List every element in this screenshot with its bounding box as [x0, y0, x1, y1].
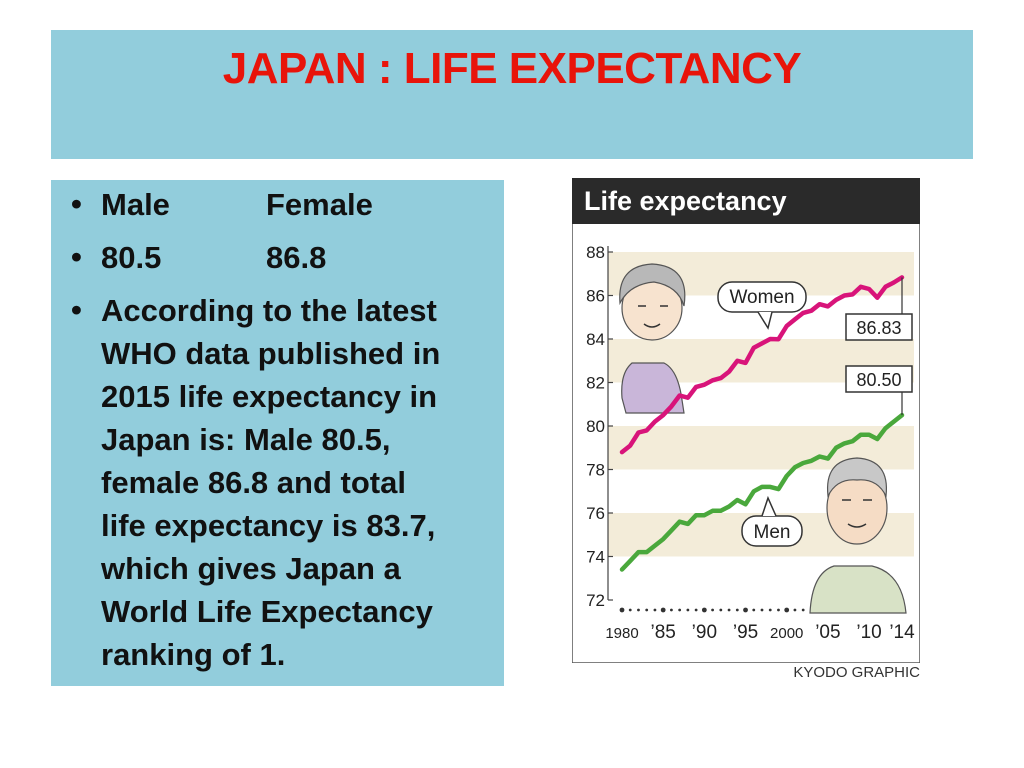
x-dot: [660, 607, 666, 613]
x-tick-label: ’10: [856, 622, 881, 643]
x-tick-label: ’95: [733, 622, 758, 643]
series-line-men: [619, 412, 905, 572]
x-dot: [752, 608, 756, 612]
x-dot: [694, 608, 698, 612]
paragraph-line: WHO data published in: [101, 336, 441, 371]
x-dot: [760, 608, 764, 612]
women-end-value: 86.83: [856, 318, 901, 338]
men-end-value: 80.50: [856, 370, 901, 390]
x-tick-label: ’05: [815, 622, 840, 643]
y-tick-label: 78: [586, 461, 605, 480]
women-callout-pointer: [757, 311, 773, 330]
x-dot: [719, 608, 723, 612]
y-tick-label: 84: [586, 330, 605, 349]
x-dot: [653, 608, 657, 612]
x-dot: [793, 608, 797, 612]
x-tick-label: ’85: [650, 622, 675, 643]
y-tick-label: 86: [586, 287, 605, 306]
series-lines: [619, 275, 905, 572]
x-dot: [777, 608, 780, 612]
x-tick-label: ’14: [889, 622, 915, 643]
bullet-female-value: 86.8: [266, 240, 327, 275]
x-dot: [645, 608, 649, 612]
bullet-1-marker: •: [71, 186, 82, 221]
men-end-label: 80.50: [845, 365, 913, 393]
bullet-female-header: Female: [266, 187, 373, 222]
slide-title: JAPAN : LIFE EXPECTANCY: [222, 44, 802, 93]
chart-header: [572, 178, 920, 224]
x-dot: [628, 608, 632, 612]
chart-credit: KYODO GRAPHIC: [793, 664, 920, 681]
title-bar: JAPAN : LIFE EXPECTANCY: [51, 30, 973, 159]
x-dot: [768, 608, 772, 612]
x-tick-label: 2000: [770, 625, 803, 642]
life-expectancy-chart: Life expectancy 72 74 76 78 80 82 84 86 88 1980 ’…: [571, 177, 921, 664]
paragraph-line: 2015 life expectancy in: [101, 379, 438, 414]
women-end-box: [845, 313, 913, 341]
y-axis: 72 74 76 78 80 82 84 86 88: [586, 243, 613, 610]
x-dot: [637, 608, 640, 612]
x-dot: [711, 608, 714, 612]
men-callout: Men: [741, 495, 803, 547]
bullet-male-value: 80.5: [101, 240, 162, 275]
man-illustration: [809, 457, 907, 614]
y-tick-label: 74: [586, 548, 605, 567]
paragraph-line: According to the latest: [101, 293, 437, 328]
x-dot: [784, 607, 790, 613]
men-end-box: [845, 365, 913, 393]
bullet-3-marker: •: [71, 292, 82, 327]
x-dot: [701, 607, 707, 613]
x-dot: [678, 608, 682, 612]
man-body: [809, 565, 907, 614]
bullet-male-header: Male: [101, 187, 170, 222]
y-tick-label: 88: [586, 243, 605, 262]
paragraph-line: World Life Expectancy: [101, 594, 433, 629]
paragraph-line: which gives Japan a: [101, 551, 401, 586]
women-callout: Women: [717, 281, 807, 330]
x-dot: [735, 608, 739, 612]
women-end-label: 86.83: [845, 313, 913, 341]
woman-smile: [643, 323, 661, 328]
y-tick-label: 76: [586, 504, 605, 523]
paragraph-line: life expectancy is 83.7,: [101, 508, 436, 543]
y-tick-label: 82: [586, 374, 605, 393]
bullet-2-marker: •: [71, 239, 82, 274]
series-line-women: [619, 275, 905, 455]
x-dot: [686, 608, 690, 612]
paragraph-line: ranking of 1.: [101, 637, 286, 672]
paragraph-line: Japan is: Male 80.5,: [101, 422, 391, 457]
bullet-paragraph: According to the latest WHO data publish…: [101, 289, 440, 676]
y-tick-label: 72: [586, 591, 605, 610]
x-axis: 1980 ’85 ’90 ’95 2000 ’05 ’10 ’14: [605, 622, 915, 643]
woman-hair: [619, 263, 686, 307]
man-hair: [826, 457, 888, 499]
chart-title: Life expectancy: [584, 186, 787, 216]
men-callout-pointer: [761, 495, 777, 517]
x-dot: [670, 608, 673, 612]
x-tick-label: 1980: [605, 625, 638, 642]
x-tick-label: ’90: [692, 622, 717, 643]
y-tick-label: 80: [586, 417, 605, 436]
x-dot: [743, 607, 748, 613]
woman-illustration: [619, 263, 686, 414]
paragraph-line: female 86.8 and total: [101, 465, 406, 500]
x-dot: [619, 607, 625, 613]
women-series-label: Women: [729, 287, 794, 308]
x-dot: [727, 608, 731, 612]
chart-svg: Life expectancy 72 74 76 78 80 82 84 86 88 1980 ’…: [571, 177, 921, 664]
x-dot: [801, 608, 805, 612]
woman-body: [621, 362, 685, 414]
bullet-box: • Male Female • 80.5 86.8 • According to…: [51, 180, 504, 686]
men-series-label: Men: [754, 522, 791, 543]
man-smile: [847, 523, 867, 528]
